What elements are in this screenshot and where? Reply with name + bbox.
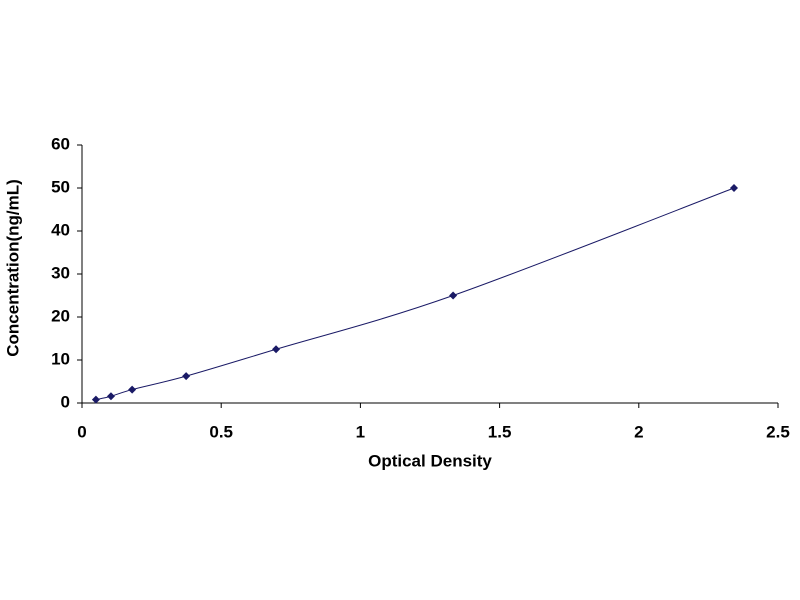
point bbox=[730, 184, 739, 192]
x-tick-label: 2 bbox=[634, 422, 643, 441]
x-tick-label: 2.5 bbox=[766, 422, 790, 441]
x-axis-label: Optical Density bbox=[368, 451, 492, 470]
y-tick-label: 0 bbox=[61, 392, 70, 411]
x-tick-label: 0.5 bbox=[209, 422, 233, 441]
point bbox=[128, 385, 137, 394]
x-tick-label: 0 bbox=[77, 422, 86, 441]
x-tick-label: 1 bbox=[356, 422, 365, 441]
y-tick-label: 10 bbox=[51, 349, 70, 368]
y-axis-label: Concentration(ng/mL) bbox=[3, 179, 22, 357]
y-tick-label: 50 bbox=[51, 177, 70, 196]
trend-line bbox=[95, 187, 735, 401]
y-tick-label: 40 bbox=[51, 220, 70, 239]
point bbox=[106, 392, 115, 401]
y-tick-label: 20 bbox=[51, 306, 70, 325]
point bbox=[91, 395, 100, 404]
y-tick-label: 60 bbox=[51, 134, 70, 153]
point bbox=[182, 372, 191, 381]
y-tick-label: 30 bbox=[51, 263, 70, 282]
point bbox=[449, 291, 458, 300]
x-tick-label: 1.5 bbox=[488, 422, 512, 441]
point bbox=[272, 345, 281, 354]
